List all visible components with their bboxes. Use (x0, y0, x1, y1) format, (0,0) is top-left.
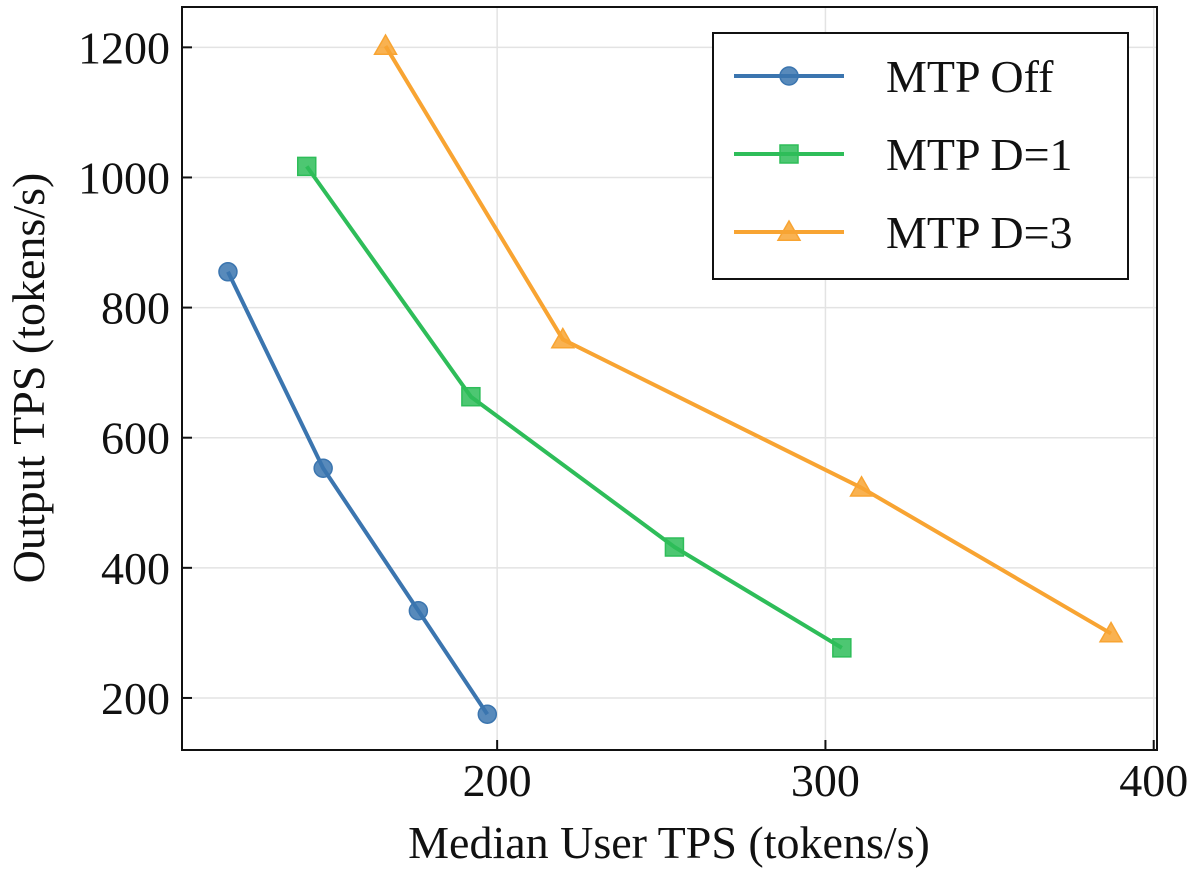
series-line-mtp-d-3 (383, 45, 1113, 636)
legend-entry-mtp-d-1: MTP D=1 (734, 129, 1073, 180)
data-point-mtp-off (313, 458, 333, 479)
series-mtp-d-1 (296, 156, 852, 658)
data-point-mtp-d-3 (1098, 621, 1124, 643)
x-tick-label: 400 (1119, 755, 1188, 806)
legend: MTP Off MTP D=1 MTP D=3 (712, 32, 1129, 280)
legend-label: MTP D=3 (886, 207, 1073, 258)
data-point-mtp-d-3 (373, 33, 398, 56)
legend-label: MTP D=1 (886, 129, 1073, 180)
data-point-mtp-d-3 (550, 326, 576, 349)
data-point-mtp-d-1 (296, 156, 317, 177)
series-mtp-d-3 (373, 33, 1124, 643)
series-line-mtp-off (226, 270, 489, 716)
data-point-mtp-d-1 (664, 537, 685, 557)
data-series (218, 33, 1124, 724)
y-tick-label: 600 (101, 413, 170, 464)
legend-label: MTP Off (886, 51, 1054, 102)
data-point-mtp-d-1 (832, 638, 852, 658)
y-tick-label: 200 (101, 673, 170, 724)
legend-marker (779, 144, 799, 164)
data-point-mtp-d-3 (849, 475, 874, 497)
data-point-mtp-d-1 (461, 386, 481, 407)
x-tick-label: 200 (463, 755, 532, 806)
data-point-mtp-off (408, 601, 429, 621)
axis-ticks: 200 300 400 200 400 600 800 1000 1200 (78, 22, 1188, 806)
plot-frame (181, 6, 1158, 751)
series-line-mtp-d-1 (305, 165, 843, 650)
legend-marker (779, 66, 799, 86)
y-tick-label: 800 (101, 283, 170, 334)
series-mtp-off (218, 262, 498, 724)
legend-entry-mtp-d-3: MTP D=3 (734, 207, 1073, 258)
x-axis-label: Median User TPS (tokens/s) (408, 817, 930, 868)
legend-entry-mtp-off: MTP Off (734, 51, 1054, 102)
legend-marker (776, 219, 802, 241)
data-point-mtp-off (477, 704, 498, 724)
y-axis-label: Output TPS (tokens/s) (3, 173, 54, 584)
y-tick-label: 1000 (78, 152, 170, 203)
x-tick-label: 300 (791, 755, 860, 806)
data-point-mtp-off (218, 262, 238, 282)
y-tick-label: 400 (101, 543, 170, 594)
y-tick-label: 1200 (78, 22, 170, 73)
